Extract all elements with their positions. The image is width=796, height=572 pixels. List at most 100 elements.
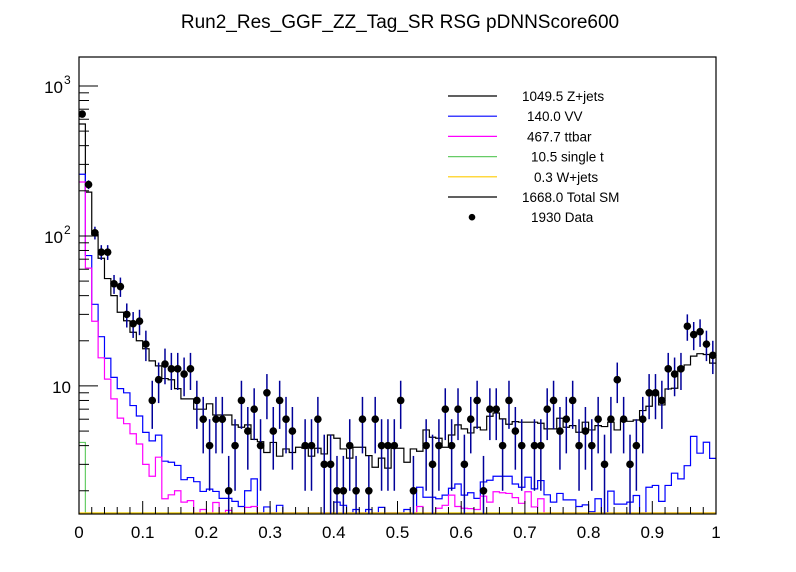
- data-point: [396, 396, 405, 405]
- data-point: [530, 441, 539, 450]
- legend-label: 1668.0 Total SM: [522, 190, 619, 205]
- data-point: [186, 365, 195, 373]
- data-point: [205, 441, 214, 450]
- data-point: [486, 405, 494, 413]
- x-tick-label: 0: [74, 523, 83, 542]
- data-point: [365, 486, 373, 495]
- data-point: [231, 441, 239, 450]
- data-point: [161, 360, 169, 368]
- data-point: [702, 340, 711, 348]
- data-point: [658, 396, 666, 405]
- x-tick-label: 0.5: [386, 523, 410, 542]
- data-point: [173, 365, 182, 373]
- data-point: [314, 415, 322, 424]
- data-point: [581, 427, 590, 435]
- data-point: [505, 396, 513, 405]
- data-point: [116, 282, 125, 291]
- data-point: [441, 405, 450, 413]
- y-tick-label: 10: [52, 378, 71, 397]
- data-point: [237, 396, 246, 405]
- legend: 1049.5 Z+jets 140.0 VV 467.7 ttbar 10.5 sin…: [448, 89, 619, 225]
- data-point: [613, 375, 622, 384]
- data-point: [224, 486, 233, 495]
- data-point: [103, 248, 112, 256]
- data-point: [256, 441, 265, 450]
- data-point: [326, 460, 335, 469]
- y-tick-label-base: 10: [44, 228, 63, 247]
- data-point: [301, 441, 309, 450]
- data-point: [600, 460, 609, 469]
- data-point: [97, 248, 106, 256]
- legend-label: 140.0 VV: [527, 109, 583, 124]
- data-point: [460, 460, 469, 469]
- data-point: [167, 365, 176, 373]
- x-tick-label: 0.8: [577, 523, 601, 542]
- y-tick-label-base: 10: [44, 78, 63, 97]
- x-tick-label: 0.9: [640, 523, 664, 542]
- plot-area: [78, 110, 717, 514]
- data-point: [180, 370, 188, 378]
- y-tick-label-exponent: 2: [64, 223, 71, 237]
- data-point: [492, 405, 501, 413]
- legend-label: 467.7 ttbar: [527, 129, 592, 144]
- data-point: [84, 180, 93, 189]
- data-point: [568, 396, 577, 405]
- data-point: [199, 415, 208, 424]
- data-point: [148, 396, 157, 405]
- data-point: [677, 365, 685, 373]
- x-tick-label: 0.7: [513, 523, 537, 542]
- data-point: [333, 486, 341, 495]
- data-point: [549, 396, 558, 405]
- data-point: [135, 317, 144, 326]
- data-point: [562, 415, 571, 424]
- data-point: [689, 330, 698, 339]
- histogram-total-sm: [79, 123, 716, 469]
- data-point: [575, 441, 583, 450]
- data-point: [607, 415, 615, 424]
- data-point: [473, 396, 481, 405]
- data-point: [543, 405, 551, 413]
- data-point: [664, 365, 673, 373]
- data-point: [110, 279, 118, 288]
- data-point: [307, 441, 316, 450]
- data-point: [78, 110, 86, 118]
- data-point: [645, 388, 653, 397]
- data-point: [428, 460, 437, 469]
- data-point: [587, 441, 596, 450]
- data-point: [320, 460, 329, 469]
- data-point: [193, 396, 201, 405]
- data-point: [377, 441, 386, 450]
- data-point: [696, 327, 704, 336]
- data-point: [129, 319, 137, 328]
- data-point: [651, 388, 660, 397]
- data-point: [282, 415, 290, 424]
- data-point: [384, 441, 392, 450]
- data-point: [122, 310, 131, 319]
- data-point: [339, 486, 348, 495]
- data-point: [594, 415, 602, 424]
- x-tick-label: 0.6: [449, 523, 473, 542]
- data-point: [632, 441, 641, 450]
- data-point: [288, 427, 297, 435]
- data-point: [422, 441, 430, 450]
- legend-label: 10.5 single t: [531, 150, 604, 165]
- data-point: [435, 441, 443, 450]
- data-point: [142, 340, 150, 348]
- data-point: [511, 427, 520, 435]
- legend-label: 1930 Data: [531, 210, 594, 225]
- data-point: [345, 441, 354, 450]
- legend-swatch-marker: [468, 213, 476, 221]
- data-point: [352, 486, 360, 495]
- data-point: [556, 427, 564, 435]
- data-point: [358, 415, 367, 424]
- data-point: [626, 460, 634, 469]
- data-point: [275, 396, 284, 405]
- data-point: [479, 486, 488, 495]
- data-point: [212, 415, 220, 424]
- data-point: [447, 441, 456, 450]
- legend-label: 1049.5 Z+jets: [522, 89, 604, 104]
- data-point: [250, 405, 258, 413]
- data-point: [670, 370, 679, 378]
